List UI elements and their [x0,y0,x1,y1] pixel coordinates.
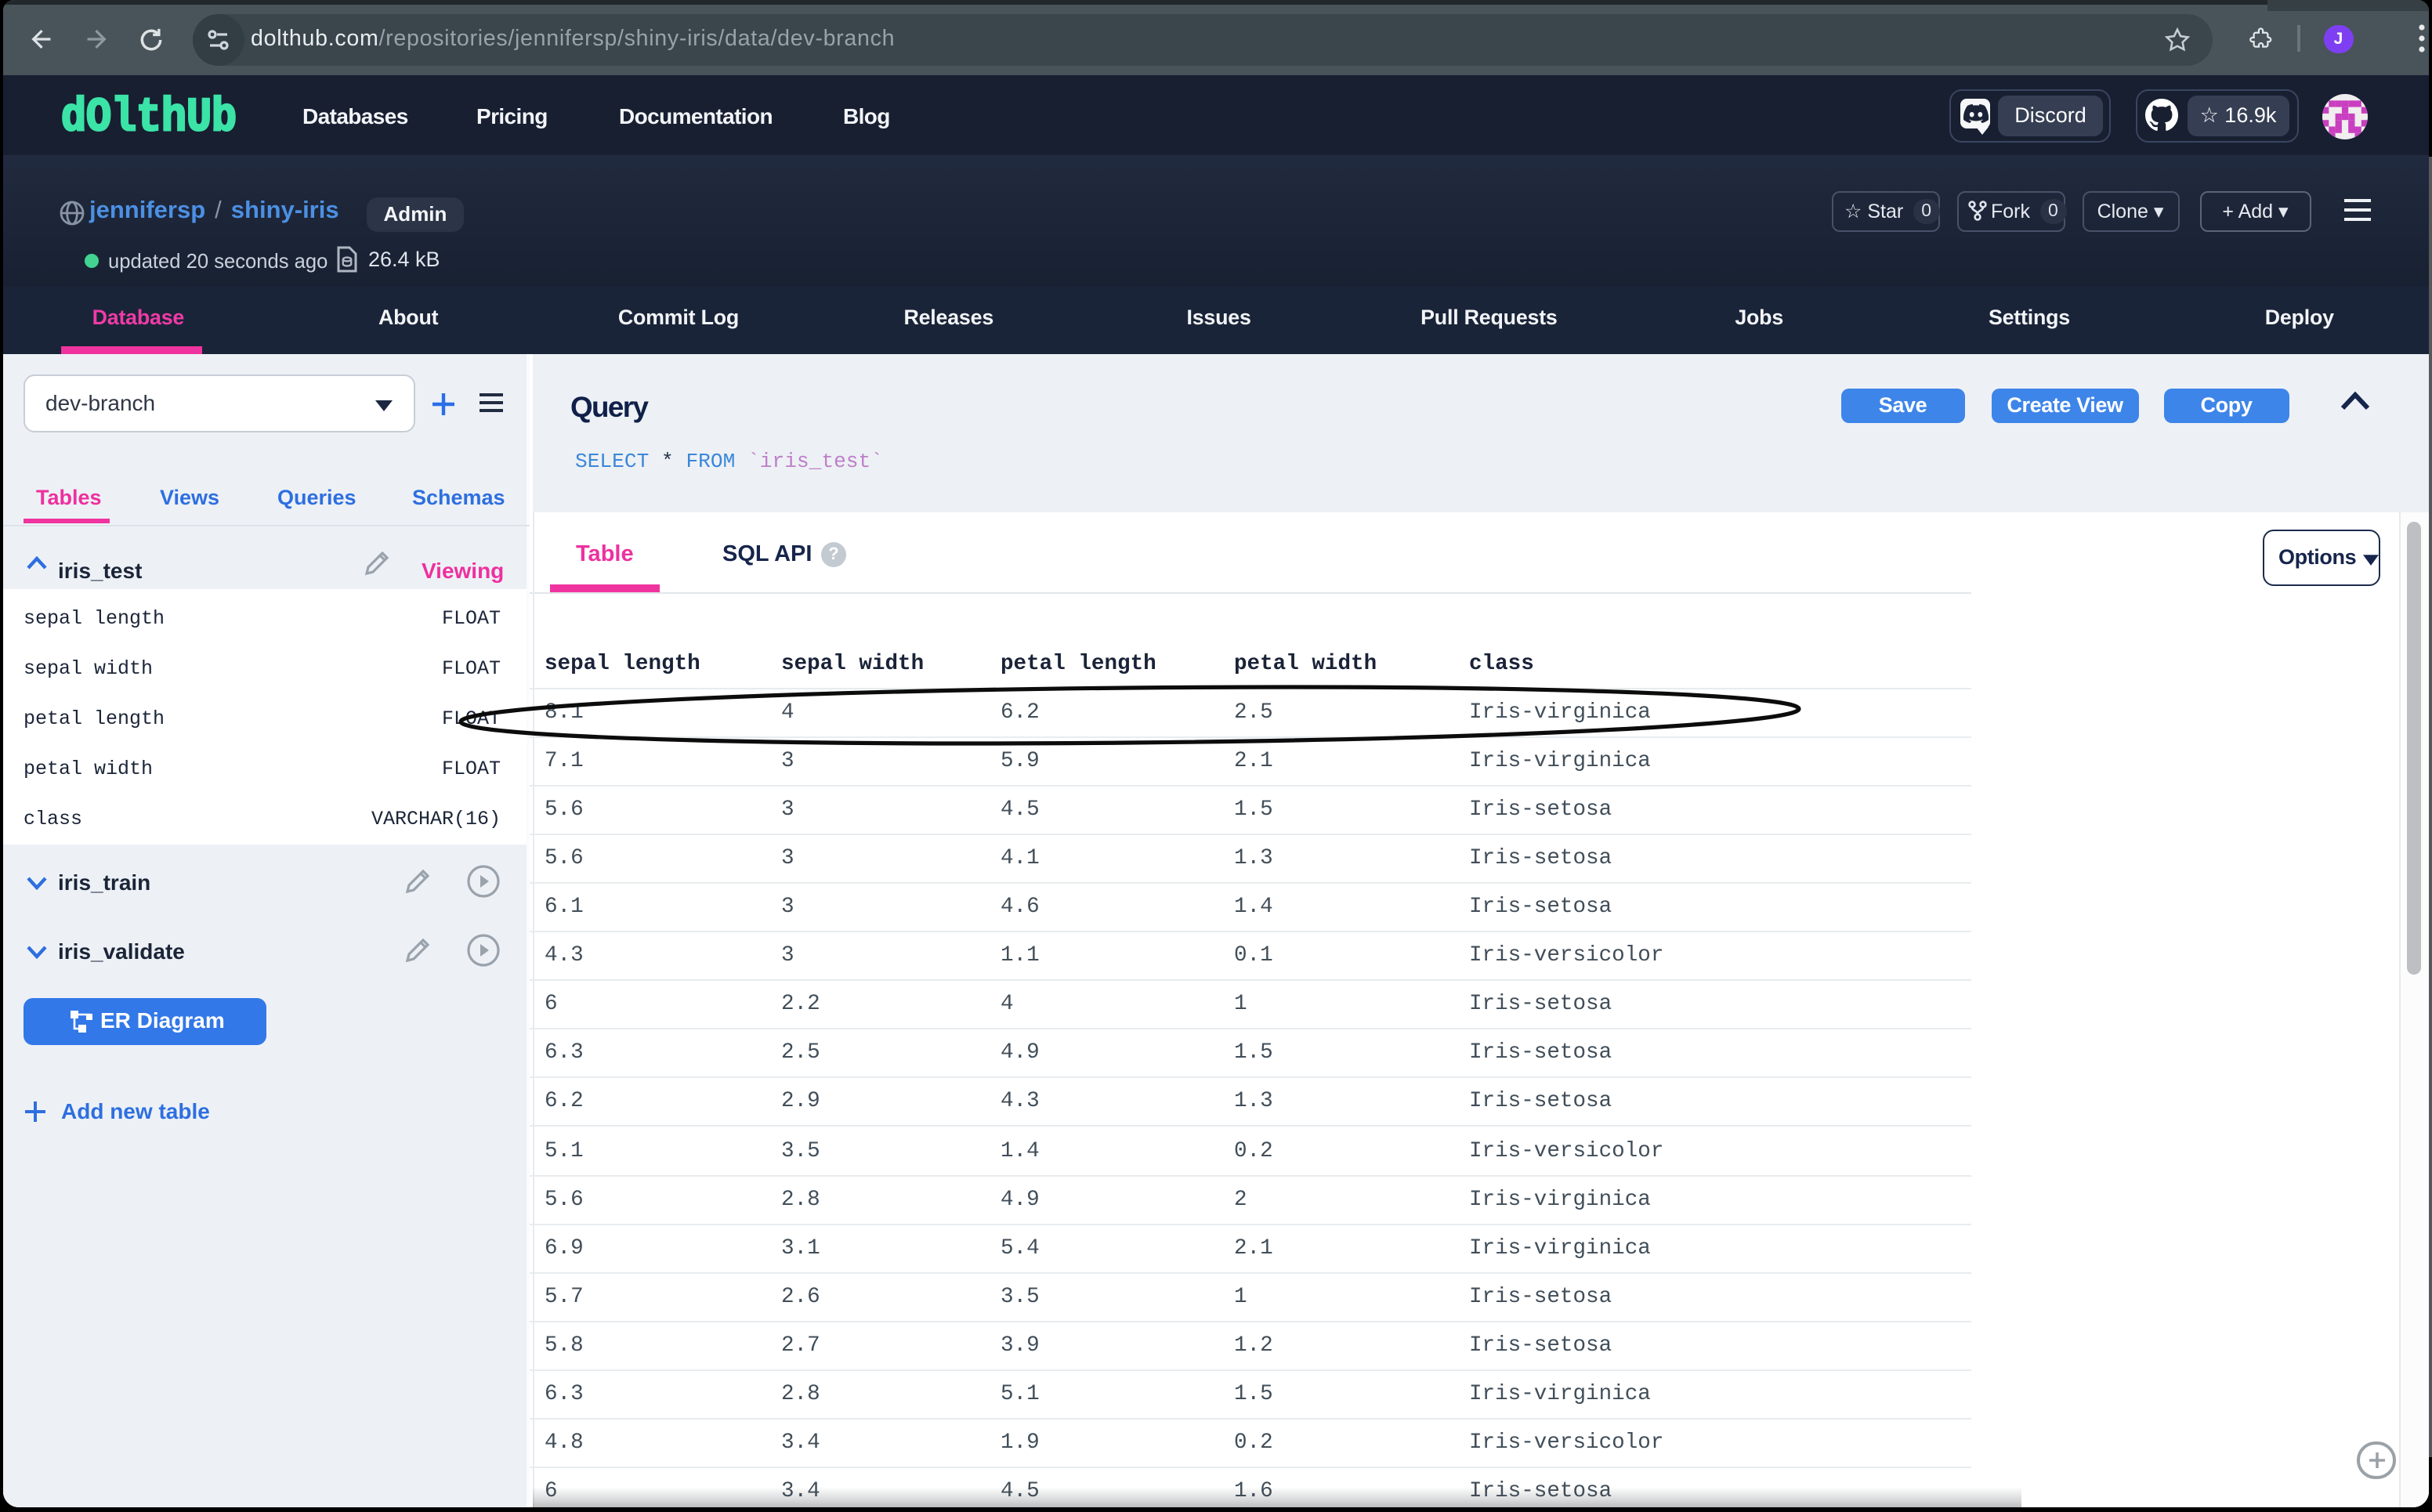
svg-text:dOlthUb: dOlthUb [61,92,237,138]
